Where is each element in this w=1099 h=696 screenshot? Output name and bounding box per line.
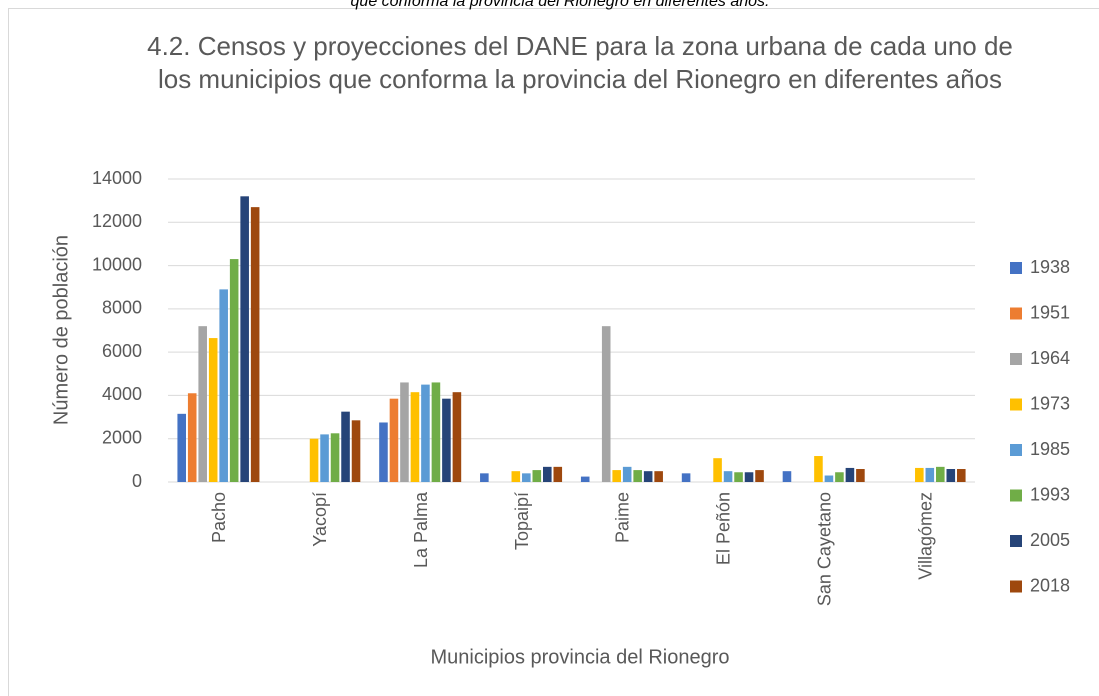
bar — [622, 466, 632, 482]
bar — [187, 393, 197, 482]
legend-label: 2005 — [1030, 530, 1070, 550]
bar — [723, 471, 733, 482]
legend-swatch — [1010, 489, 1022, 502]
chart-title: 4.2. Censos y proyecciones del DANE para… — [147, 31, 1013, 94]
bar — [208, 338, 218, 482]
bar — [240, 196, 249, 483]
bar — [229, 259, 239, 482]
bar — [421, 384, 430, 482]
chart-border — [8, 8, 1099, 696]
y-tick-label: 0 — [132, 471, 142, 491]
bar — [601, 326, 611, 482]
bar — [543, 466, 552, 482]
bar — [835, 472, 844, 482]
legend-swatch — [1010, 307, 1022, 320]
bar — [400, 382, 409, 482]
legend-label: 1993 — [1030, 484, 1070, 504]
bar — [522, 473, 531, 482]
bar — [755, 470, 764, 482]
y-tick-label: 14000 — [92, 168, 142, 188]
x-tick-label: Topaipí — [512, 492, 532, 550]
bar — [956, 469, 966, 482]
legend-label: 1938 — [1030, 257, 1070, 277]
bar — [936, 466, 945, 482]
bar — [351, 420, 361, 482]
bar — [643, 471, 653, 482]
legend-label: 1973 — [1030, 393, 1070, 413]
bar — [389, 398, 399, 482]
bar — [410, 392, 420, 482]
x-tick-label: Paime — [613, 492, 633, 543]
y-axis-title: Número de población — [50, 235, 72, 425]
x-axis-title: Municipios provincia del Rionegro — [430, 646, 729, 668]
bar — [320, 434, 329, 482]
bar — [341, 411, 350, 482]
y-tick-label: 8000 — [102, 298, 142, 318]
legend-label: 1985 — [1030, 439, 1070, 459]
bar — [633, 470, 642, 482]
caption: que conforma la provincia del Rionegro e… — [351, 0, 770, 10]
bar — [946, 469, 956, 482]
bar — [553, 466, 563, 482]
legend-swatch — [1010, 444, 1022, 456]
bar — [856, 469, 865, 482]
y-tick-label: 6000 — [102, 341, 142, 361]
y-tick-label: 4000 — [102, 384, 142, 404]
x-tick-label: La Palma — [411, 491, 431, 568]
y-tick-label: 12000 — [92, 211, 142, 231]
bar — [480, 473, 489, 482]
bar — [431, 382, 441, 482]
bar — [250, 207, 260, 482]
bar — [925, 467, 935, 482]
legend-swatch — [1010, 580, 1022, 593]
bar — [824, 475, 834, 482]
bar — [681, 473, 691, 482]
legend-swatch — [1010, 353, 1022, 365]
bar — [219, 289, 228, 482]
bar — [845, 467, 855, 482]
legend-swatch — [1010, 262, 1022, 274]
legend-swatch — [1010, 398, 1022, 411]
x-tick-label: El Peñón — [714, 492, 734, 565]
bar — [744, 472, 754, 482]
x-tick-label: Villagómez — [915, 492, 935, 580]
bar — [654, 471, 663, 482]
bar — [379, 422, 388, 482]
bar — [915, 467, 924, 482]
legend-swatch — [1010, 535, 1022, 547]
legend-label: 1964 — [1030, 348, 1070, 368]
legend-label: 2018 — [1030, 575, 1070, 595]
bar — [580, 476, 590, 482]
legend-label: 1951 — [1030, 302, 1070, 322]
bar — [309, 438, 319, 482]
y-tick-label: 10000 — [92, 254, 142, 274]
y-tick-label: 2000 — [102, 427, 142, 447]
bar — [782, 471, 792, 482]
x-tick-label: Pacho — [209, 492, 229, 543]
bar — [198, 326, 207, 482]
bar — [713, 458, 722, 482]
bar — [612, 470, 621, 482]
x-tick-label: Yacopí — [310, 492, 330, 547]
bar — [442, 398, 451, 482]
bar — [532, 470, 542, 482]
bar — [330, 433, 340, 482]
bar — [734, 472, 743, 482]
bar — [511, 471, 521, 482]
bar — [452, 392, 462, 482]
bar — [814, 456, 823, 482]
bar — [177, 413, 187, 482]
x-tick-label: San Cayetano — [814, 492, 834, 606]
